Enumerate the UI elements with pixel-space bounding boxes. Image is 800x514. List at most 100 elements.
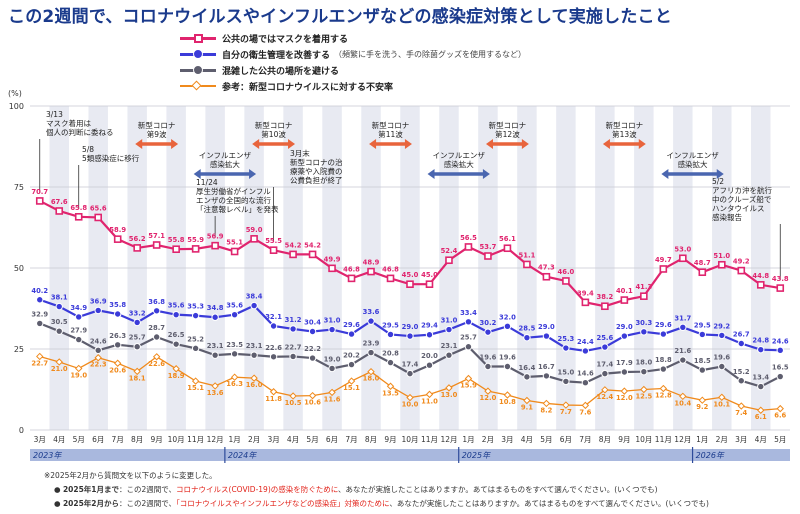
data-label: 43.8	[772, 275, 789, 283]
data-label: 14.6	[577, 370, 594, 378]
data-point	[347, 330, 356, 338]
data-label: 39.4	[577, 289, 594, 297]
data-label: 40.2	[31, 287, 48, 295]
data-label: 18.8	[655, 356, 672, 364]
series-1: 40.238.134.936.9 35.833.236.8 35.6 35.3 34.8…	[31, 287, 789, 355]
data-label: 22.2	[304, 345, 321, 353]
chart-legend: 公共の場ではマスクを着用する 自分の衛生管理を改善する （頻繁に手を洗う、手の除…	[180, 30, 526, 94]
data-point	[445, 256, 453, 265]
data-point	[36, 319, 44, 328]
x-tick-label: 4月	[755, 435, 767, 444]
data-point	[581, 347, 590, 355]
data-point	[94, 354, 102, 362]
data-label: 26.7	[733, 330, 750, 338]
data-point	[717, 260, 726, 269]
data-point	[503, 244, 512, 253]
arrow-head-left	[193, 169, 201, 179]
data-point	[679, 392, 687, 401]
arrow-head-left	[602, 139, 610, 149]
arrow-head-right	[482, 169, 490, 179]
data-point	[328, 388, 336, 397]
data-label: 16.0	[246, 381, 263, 389]
data-label: 9.2	[696, 403, 708, 411]
x-tick-label: 1月	[696, 435, 708, 444]
data-point	[562, 401, 570, 409]
data-point	[503, 362, 512, 371]
data-point	[776, 284, 785, 292]
x-tick-label: 12月	[674, 435, 691, 444]
data-point	[386, 330, 395, 339]
x-tick-label: 9月	[384, 435, 396, 444]
annotation-text: 5類感染症に移行	[82, 153, 140, 163]
data-label: 36.8	[148, 298, 165, 306]
data-point	[425, 390, 434, 399]
arrow-label: 第11波	[378, 129, 403, 139]
arrow-head-right	[249, 169, 257, 179]
data-point	[55, 207, 64, 215]
data-point	[211, 313, 219, 321]
data-label: 20.2	[343, 352, 360, 360]
annotation-text: 5/8	[82, 145, 94, 154]
arrow-label: 新型コロナ	[138, 120, 176, 130]
data-label: 56.5	[460, 234, 477, 242]
x-tick-label: 5月	[73, 435, 85, 444]
data-point	[737, 339, 745, 348]
data-point	[737, 402, 745, 410]
legend-item-anxiety: 参考：新型コロナウイルスに対する不安率	[180, 78, 526, 94]
arrow-label: 感染拡大	[210, 159, 240, 169]
data-label: 30.3	[635, 319, 652, 327]
data-point	[718, 393, 726, 401]
data-point	[484, 328, 492, 336]
x-tick-label: 5月	[774, 435, 786, 444]
footnote-intro: ※2025年2月から質問文を以下のように変更した。	[44, 471, 217, 480]
data-label: 55.5	[265, 237, 282, 245]
x-tick-label: 2月	[248, 435, 260, 444]
data-label: 12.0	[616, 394, 633, 402]
data-point	[94, 346, 102, 354]
data-label: 23.1	[246, 342, 263, 350]
data-point	[211, 351, 219, 359]
data-label: 31.0	[441, 317, 458, 325]
data-point	[523, 260, 531, 269]
data-point	[425, 331, 434, 339]
data-point	[445, 325, 453, 334]
data-point	[601, 343, 609, 351]
data-point	[152, 307, 161, 315]
data-point	[406, 393, 414, 402]
year-label: 2023年	[33, 451, 62, 460]
data-label: 55.1	[226, 238, 243, 246]
data-point	[484, 362, 492, 371]
data-point	[347, 274, 356, 283]
data-label: 15.2	[733, 368, 750, 376]
x-tick-label: 4月	[53, 435, 65, 444]
data-label: 29.0	[616, 323, 633, 331]
data-label: 67.6	[51, 198, 68, 206]
data-label: 35.6	[226, 302, 243, 310]
annotation-text: 中のクルーズ船で	[712, 194, 771, 204]
arrow-head-left	[661, 169, 669, 179]
data-label: 35.8	[109, 301, 126, 309]
data-point	[308, 327, 317, 336]
x-tick-label: 12月	[440, 435, 457, 444]
legend-note-hygiene: （頻繁に手を洗う、手の除菌グッズを使用するなど）	[334, 49, 527, 59]
data-point	[74, 213, 83, 221]
data-point	[581, 298, 590, 307]
data-point	[347, 377, 356, 385]
x-tick-label: 1月	[462, 435, 474, 444]
legend-item-mask: 公共の場ではマスクを着用する	[180, 30, 526, 46]
data-point	[484, 252, 492, 260]
data-label: 45.0	[421, 271, 438, 279]
data-label: 13.4	[752, 374, 769, 382]
data-point	[659, 265, 668, 273]
data-label: 25.7	[460, 334, 477, 342]
arrow-head-left	[369, 139, 377, 149]
annotation-text: 療薬や入院費の	[290, 166, 343, 176]
data-point	[35, 197, 44, 205]
data-point	[698, 396, 707, 404]
data-label: 51.1	[519, 251, 536, 259]
data-point	[601, 386, 609, 394]
data-point	[55, 327, 63, 335]
data-label: 56.2	[129, 235, 146, 243]
data-label: 56.1	[499, 235, 516, 243]
